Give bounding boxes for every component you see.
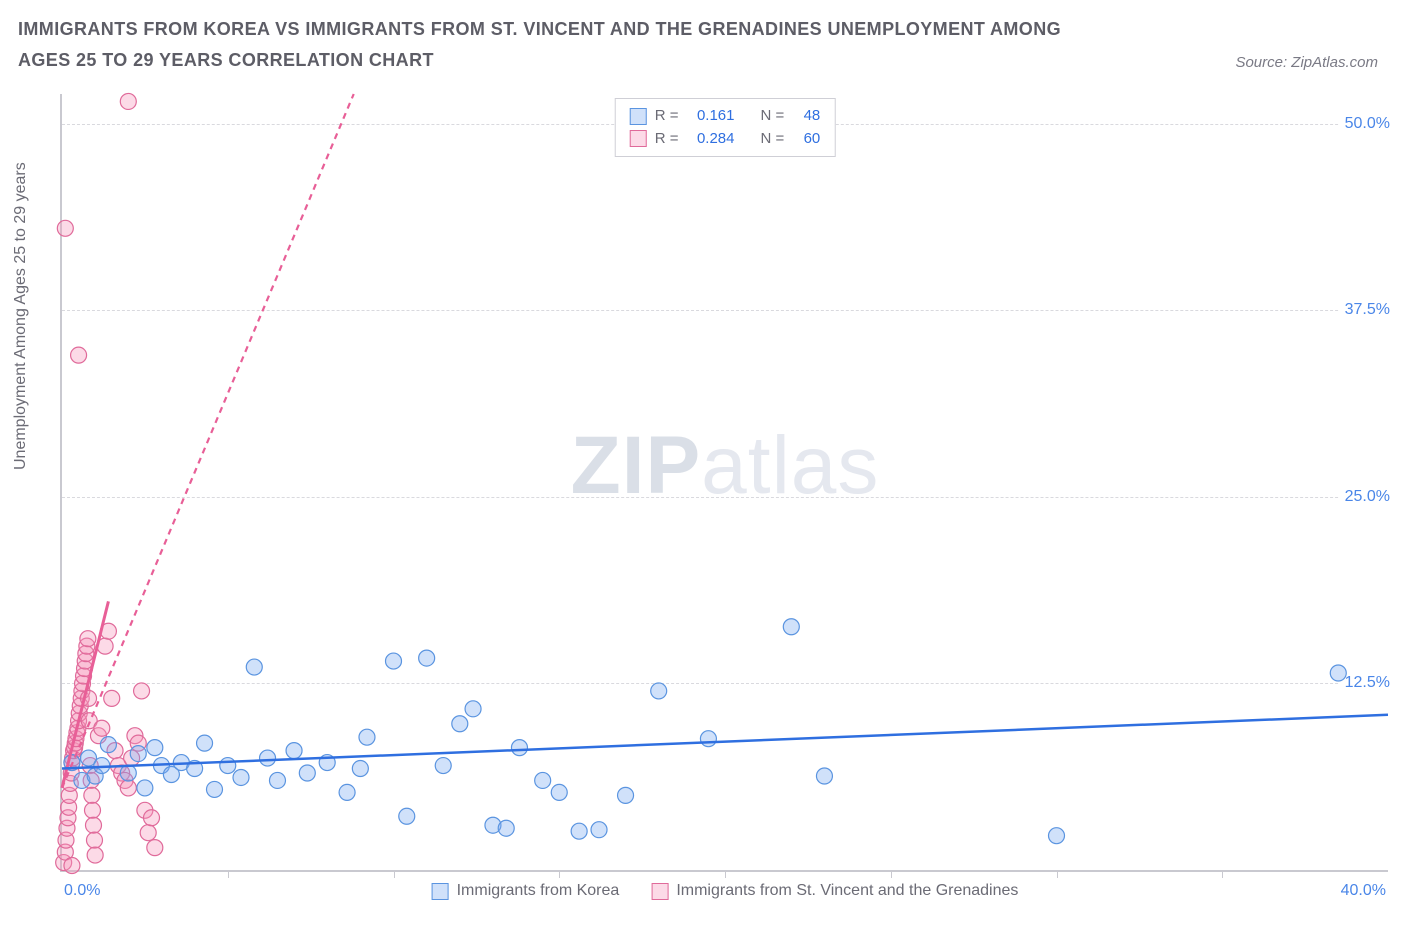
data-point (452, 716, 468, 732)
data-point (339, 784, 355, 800)
series-legend: Immigrants from Korea Immigrants from St… (432, 882, 1019, 900)
legend-swatch-blue (432, 883, 449, 900)
x-tick-mark (559, 870, 560, 878)
data-point (816, 768, 832, 784)
data-point (120, 780, 136, 796)
data-point (86, 832, 102, 848)
data-point (80, 631, 96, 647)
x-tick-mark (1057, 870, 1058, 878)
x-tick-mark (394, 870, 395, 878)
data-point (246, 659, 262, 675)
data-point (700, 731, 716, 747)
data-point (299, 765, 315, 781)
data-point (71, 347, 87, 363)
data-point (571, 823, 587, 839)
data-point (144, 810, 160, 826)
data-point (435, 758, 451, 774)
data-point (85, 817, 101, 833)
legend-item-series-1: Immigrants from Korea (432, 882, 620, 900)
data-point (57, 220, 73, 236)
data-point (269, 772, 285, 788)
source-attribution: Source: ZipAtlas.com (1235, 54, 1378, 71)
data-point (386, 653, 402, 669)
data-point (137, 780, 153, 796)
scatter-svg (62, 94, 1388, 870)
data-point (1049, 828, 1065, 844)
data-point (120, 93, 136, 109)
data-point (359, 729, 375, 745)
y-axis-label: Unemployment Among Ages 25 to 29 years (12, 162, 30, 470)
data-point (233, 769, 249, 785)
data-point (465, 701, 481, 717)
data-point (783, 619, 799, 635)
plot-area: ZIPatlas 12.5%25.0%37.5%50.0% 0.0% 40.0%… (60, 94, 1388, 872)
data-point (197, 735, 213, 751)
data-point (84, 802, 100, 818)
data-point (134, 683, 150, 699)
data-point (651, 683, 667, 699)
trend-line (62, 94, 354, 788)
data-point (64, 858, 80, 874)
chart-container: IMMIGRANTS FROM KOREA VS IMMIGRANTS FROM… (0, 0, 1406, 930)
data-point (120, 765, 136, 781)
data-point (87, 847, 103, 863)
data-point (591, 822, 607, 838)
data-point (130, 746, 146, 762)
data-point (94, 720, 110, 736)
x-tick-mark (891, 870, 892, 878)
data-point (498, 820, 514, 836)
data-point (220, 758, 236, 774)
data-point (147, 840, 163, 856)
data-point (206, 781, 222, 797)
x-axis-max-label: 40.0% (1341, 882, 1386, 900)
x-axis-min-label: 0.0% (64, 882, 100, 900)
legend-item-series-2: Immigrants from St. Vincent and the Gren… (651, 882, 1018, 900)
data-point (260, 750, 276, 766)
x-tick-mark (1222, 870, 1223, 878)
legend-swatch-pink (651, 883, 668, 900)
data-point (419, 650, 435, 666)
data-point (511, 740, 527, 756)
chart-title: IMMIGRANTS FROM KOREA VS IMMIGRANTS FROM… (18, 14, 1118, 75)
data-point (535, 772, 551, 788)
data-point (1330, 665, 1346, 681)
x-tick-mark (725, 870, 726, 878)
data-point (399, 808, 415, 824)
data-point (551, 784, 567, 800)
data-point (352, 761, 368, 777)
data-point (286, 743, 302, 759)
trend-line (62, 715, 1388, 769)
x-tick-mark (228, 870, 229, 878)
data-point (84, 787, 100, 803)
data-point (147, 740, 163, 756)
data-point (100, 737, 116, 753)
data-point (104, 690, 120, 706)
data-point (618, 787, 634, 803)
data-point (140, 825, 156, 841)
